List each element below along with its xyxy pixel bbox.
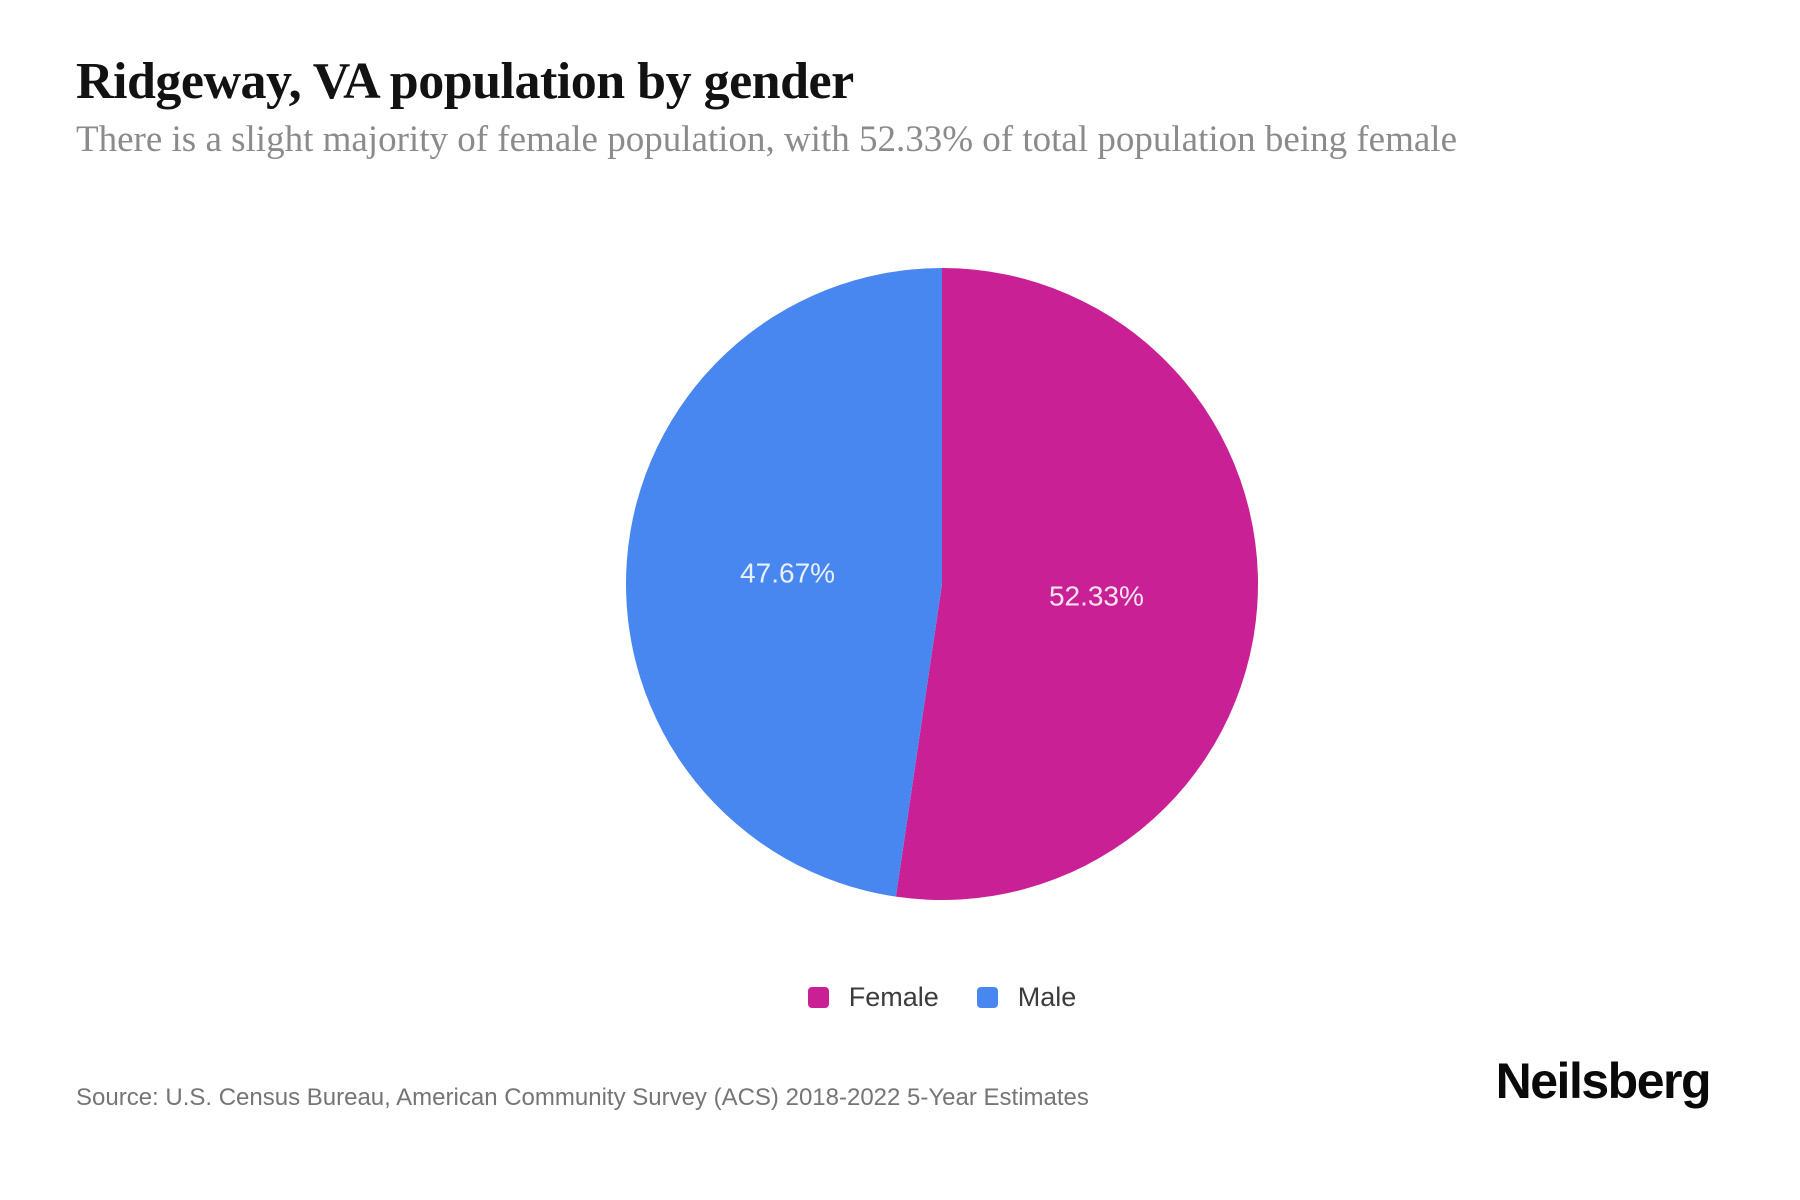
legend-item-female[interactable]: Female: [807, 982, 939, 1012]
legend-swatch-female: [807, 987, 829, 1008]
pie-slice-label-male: 47.67%: [740, 558, 835, 589]
chart-title: Ridgeway, VA population by gender: [76, 53, 854, 110]
legend-item-male[interactable]: Male: [976, 982, 1077, 1012]
legend-swatch-male: [976, 987, 998, 1008]
chart-legend: Female Male: [612, 984, 1272, 1011]
pie-slice-label-female: 52.33%: [1049, 580, 1144, 611]
pie-chart: 52.33% 47.67%: [625, 268, 1258, 900]
legend-label-female: Female: [848, 982, 939, 1012]
legend-label-male: Male: [1017, 982, 1077, 1012]
neilsberg-logo: Neilsberg: [1495, 1053, 1712, 1109]
pie-slice-female[interactable]: [895, 268, 1258, 900]
chart-subtitle: There is a slight majority of female pop…: [76, 119, 1457, 160]
source-attribution: Source: U.S. Census Bureau, American Com…: [76, 1084, 1089, 1111]
pie-slice-male[interactable]: [625, 268, 942, 897]
